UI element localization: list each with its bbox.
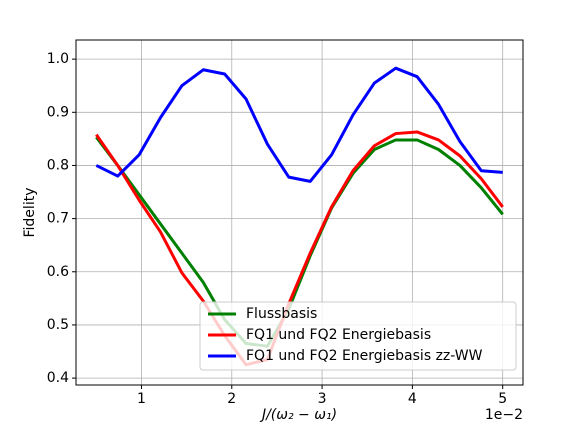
legend-label: FQ1 und FQ2 Energiebasis zz-WW [246, 348, 483, 364]
y-tick-label: 0.8 [47, 157, 69, 173]
legend-box [199, 301, 517, 371]
legend-label: FQ1 und FQ2 Energiebasis [246, 327, 431, 343]
line-series [95, 130, 504, 367]
y-tick-label: 0.7 [47, 211, 69, 227]
x-tick-label: 1 [137, 391, 146, 407]
x-tick-label: 3 [318, 391, 327, 407]
line-series [95, 136, 504, 348]
plot-frame [75, 39, 524, 386]
y-tick-label: 0.6 [47, 264, 69, 280]
y-tick-label: 0.4 [47, 370, 69, 386]
x-tick-label: 5 [498, 391, 507, 407]
legend-label: Flussbasis [246, 306, 317, 322]
x-offset-label: 1e−2 [485, 407, 523, 423]
y-tick-label: 1.0 [47, 51, 69, 67]
line-series [95, 66, 503, 183]
y-tick-label: 0.9 [47, 104, 69, 120]
y-axis-label: Fidelity [22, 188, 38, 238]
x-tick-label: 4 [408, 391, 417, 407]
x-axis-label: J/(ω₂ − ω₁) [259, 407, 337, 423]
y-tick-label: 0.5 [47, 317, 69, 333]
x-tick-label: 2 [227, 391, 236, 407]
